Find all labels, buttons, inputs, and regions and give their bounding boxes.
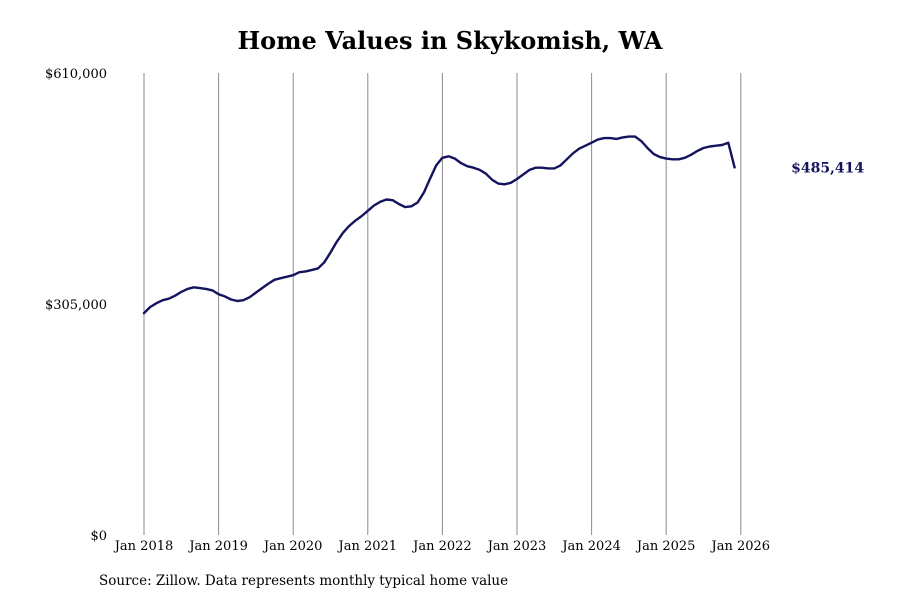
end-value-label: $485,414	[791, 160, 864, 176]
x-tick-label: Jan 2018	[113, 539, 174, 554]
y-tick-label: $610,000	[45, 67, 107, 82]
x-axis: Jan 2018 Jan 2019 Jan 2020 Jan 2021 Jan 2022…	[113, 539, 770, 554]
x-tick-label: Jan 2019	[187, 539, 248, 554]
x-tick-label: Jan 2022	[411, 539, 472, 554]
x-tick-label: Jan 2026	[710, 539, 771, 554]
series-line	[142, 135, 736, 315]
x-tick-label: Jan 2023	[486, 539, 547, 554]
y-axis: $0 $305,000 $610,000	[45, 67, 107, 544]
x-tick-label: Jan 2025	[635, 539, 696, 554]
y-tick-label: $305,000	[45, 298, 107, 313]
x-tick-label: Jan 2020	[262, 539, 323, 554]
x-tick-label: Jan 2024	[560, 539, 621, 554]
series	[142, 135, 736, 315]
annotations: $485,414	[791, 160, 864, 176]
chart-title: Home Values in Skykomish, WA	[237, 26, 663, 55]
x-tick-label: Jan 2021	[337, 539, 398, 554]
y-tick-label: $0	[90, 529, 107, 544]
source-note: Source: Zillow. Data represents monthly …	[99, 573, 509, 589]
gridlines	[143, 73, 742, 535]
